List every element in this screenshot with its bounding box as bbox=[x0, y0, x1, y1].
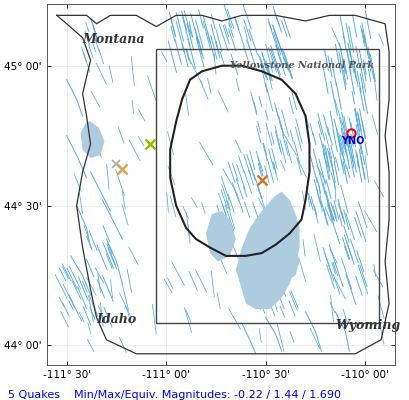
Text: Montana: Montana bbox=[82, 33, 145, 46]
Text: Wyoming: Wyoming bbox=[335, 319, 400, 332]
Bar bbox=[156, 49, 378, 323]
Text: Yellowstone National Park: Yellowstone National Park bbox=[229, 62, 373, 70]
Text: 5 Quakes    Min/Max/Equiv. Magnitudes: -0.22 / 1.44 / 1.690: 5 Quakes Min/Max/Equiv. Magnitudes: -0.2… bbox=[8, 390, 340, 400]
Text: Idaho: Idaho bbox=[96, 313, 137, 326]
Polygon shape bbox=[235, 192, 299, 309]
Polygon shape bbox=[205, 211, 235, 262]
Polygon shape bbox=[279, 239, 299, 281]
Text: YNO: YNO bbox=[340, 136, 364, 146]
Polygon shape bbox=[81, 122, 104, 158]
